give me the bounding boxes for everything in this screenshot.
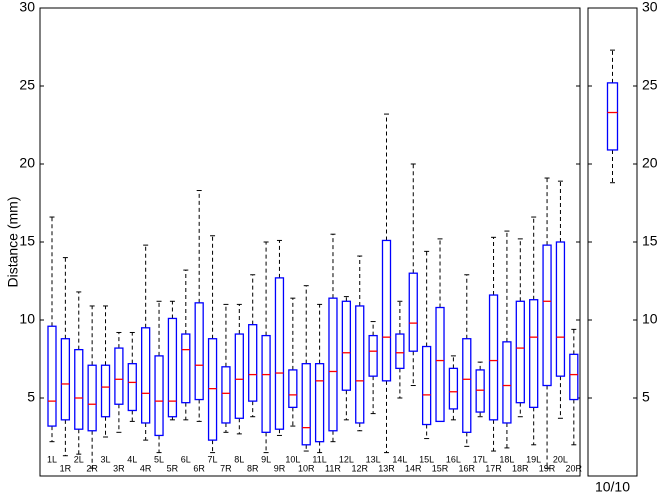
y-tick-label: 15 [642, 233, 658, 249]
box [555, 241, 566, 377]
x-tick-label: 11R [325, 463, 341, 473]
box [154, 355, 164, 437]
x-tick-label: 1R [60, 463, 72, 473]
x-tick-label: 14L [392, 454, 407, 464]
box [435, 306, 445, 423]
x-tick-label: 5R [167, 463, 179, 473]
box [207, 338, 218, 441]
box [141, 327, 151, 424]
x-tick-label: 12L [339, 454, 354, 464]
y-tick-label: 15 [19, 233, 35, 249]
box [167, 317, 178, 418]
x-tick-label: 16L [446, 454, 461, 464]
box [381, 239, 392, 382]
x-tick-label: 15L [419, 454, 434, 464]
box [301, 363, 311, 446]
x-tick-label: 3L [101, 454, 111, 464]
box [502, 341, 512, 424]
y-tick-label: 5 [642, 389, 650, 405]
y-tick-label: 10 [19, 311, 35, 327]
box [475, 369, 485, 413]
box [100, 364, 111, 418]
box [448, 367, 459, 410]
y-axis-label: Distance (mm) [5, 196, 21, 287]
x-tick-label: 20R [566, 463, 583, 473]
box [488, 294, 499, 421]
x-tick-label: 11L [312, 454, 326, 464]
x-tick-label: 6L [181, 454, 191, 464]
box [181, 333, 191, 404]
box [274, 277, 285, 430]
x-tick-label: 2L [74, 454, 84, 464]
x-tick-label: 10/10 [595, 479, 630, 495]
side-plot-frame [587, 7, 638, 477]
y-tick-label: 30 [19, 0, 35, 15]
y-tick-label: 5 [27, 389, 35, 405]
x-tick-label: 18L [499, 454, 514, 464]
box [462, 338, 472, 433]
x-tick-label: 3R [113, 463, 125, 473]
box [221, 366, 231, 424]
box [395, 333, 405, 370]
x-tick-label: 17L [473, 454, 488, 464]
x-tick-label: 10L [285, 454, 300, 464]
x-tick-label: 9L [261, 454, 271, 464]
x-tick-label: 7R [220, 463, 232, 473]
box [248, 324, 258, 402]
box [194, 302, 204, 401]
x-tick-label: 12R [351, 463, 368, 473]
box [328, 297, 338, 432]
y-tick-label: 30 [642, 0, 658, 15]
x-tick-label: 6R [193, 463, 205, 473]
x-tick-label: 20L [553, 454, 568, 464]
x-tick-label: 4R [140, 463, 152, 473]
x-tick-label: 16R [459, 463, 476, 473]
x-tick-label: 7L [208, 454, 218, 464]
x-tick-label: 14R [405, 463, 422, 473]
box [234, 333, 244, 419]
box [60, 338, 71, 421]
y-tick-label: 25 [642, 77, 658, 93]
x-tick-label: 1L [47, 454, 57, 464]
box [341, 300, 352, 391]
box [515, 300, 525, 404]
box [127, 363, 137, 412]
box [261, 334, 271, 433]
box [368, 334, 378, 377]
x-tick-label: 17R [485, 463, 502, 473]
box [421, 345, 432, 426]
x-tick-label: 15R [432, 463, 449, 473]
y-tick-label: 10 [642, 311, 658, 327]
x-tick-label: 5L [154, 454, 164, 464]
box [542, 244, 552, 387]
box [47, 325, 57, 427]
box [87, 364, 97, 432]
box [606, 82, 619, 151]
box [529, 299, 539, 409]
x-tick-label: 4L [127, 454, 137, 464]
x-tick-label: 13L [366, 454, 381, 464]
x-tick-label: 8R [247, 463, 259, 473]
x-tick-label: 8L [234, 454, 244, 464]
box [288, 369, 298, 409]
x-tick-label: 10R [298, 463, 315, 473]
box [408, 272, 418, 352]
y-tick-label: 20 [19, 155, 35, 171]
box [569, 353, 579, 401]
x-tick-label: 19L [526, 454, 541, 464]
x-tick-label: 18R [512, 463, 529, 473]
y-tick-label: 20 [642, 155, 658, 171]
box [355, 305, 365, 424]
box [74, 348, 84, 430]
y-tick-label: 25 [19, 77, 35, 93]
box [314, 363, 325, 443]
box [114, 347, 124, 405]
x-tick-label: 13R [378, 463, 395, 473]
x-tick-label: 9R [274, 463, 286, 473]
